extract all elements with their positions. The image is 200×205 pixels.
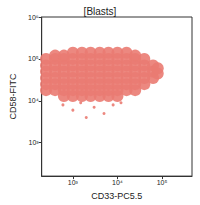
svg-text:[Blasts]: [Blasts] (84, 6, 117, 17)
svg-text:10³: 10³ (29, 139, 40, 146)
svg-text:10⁶: 10⁶ (28, 14, 39, 21)
svg-text:CD33-PC5.5: CD33-PC5.5 (91, 191, 142, 201)
svg-text:CD58-FITC: CD58-FITC (8, 73, 18, 120)
svg-text:10⁴: 10⁴ (112, 179, 123, 186)
svg-text:10³: 10³ (68, 179, 79, 186)
svg-text:10⁵: 10⁵ (157, 179, 168, 186)
svg-text:10⁵: 10⁵ (28, 55, 39, 62)
svg-text:10⁴: 10⁴ (28, 97, 39, 104)
